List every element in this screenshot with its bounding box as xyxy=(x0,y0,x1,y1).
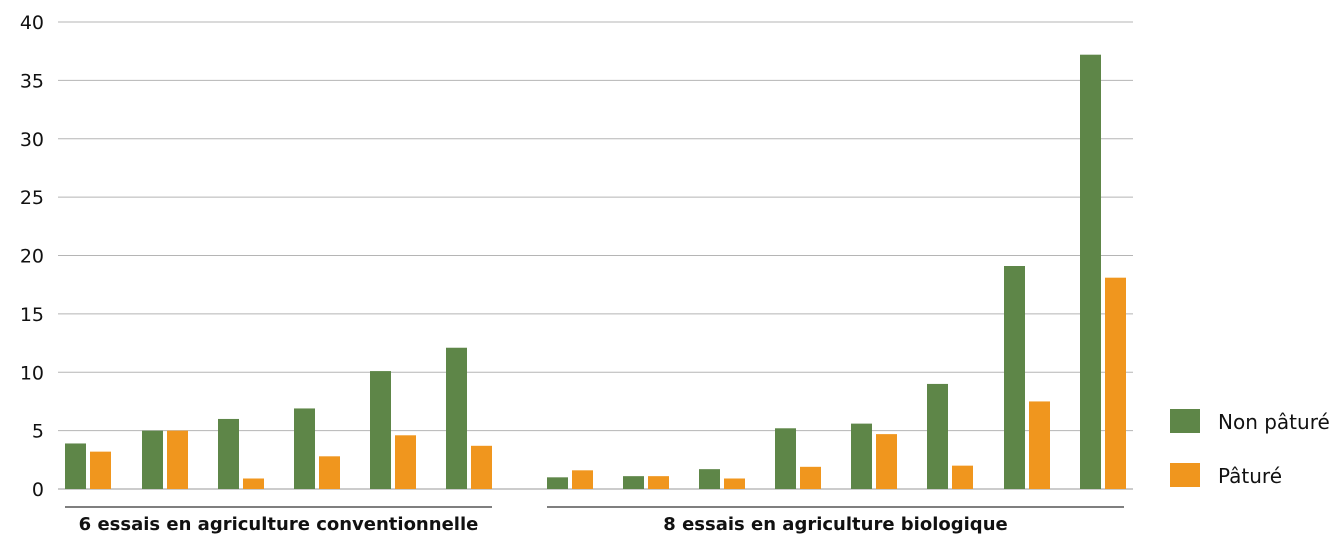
bar-pature xyxy=(724,478,745,489)
bar-non-pature xyxy=(65,443,86,489)
bar-non-pature xyxy=(218,418,239,489)
y-tick-label: 40 xyxy=(20,12,44,34)
bar-pature xyxy=(395,435,416,489)
bar-non-pature xyxy=(623,476,644,489)
bar-non-pature xyxy=(1080,54,1101,489)
y-tick-label: 10 xyxy=(20,362,44,384)
group-label: 8 essais en agriculture biologique xyxy=(663,514,1007,535)
bar-pature xyxy=(800,466,821,489)
bar-non-pature xyxy=(370,371,391,489)
group-label: 6 essais en agriculture conventionnelle xyxy=(79,514,479,535)
bar-pature xyxy=(1029,401,1050,489)
bar-pature xyxy=(952,465,973,489)
legend-label: Non pâturé xyxy=(1218,410,1329,434)
bar-non-pature xyxy=(927,383,948,489)
legend: Non pâturé Pâturé xyxy=(1170,409,1329,488)
bar-pature xyxy=(167,430,188,489)
y-tick-label: 5 xyxy=(32,421,44,443)
group-labels: 6 essais en agriculture conventionnelle 8… xyxy=(65,506,1124,535)
y-tick-label: 20 xyxy=(20,246,44,268)
y-tick-label: 0 xyxy=(32,479,44,501)
legend-swatch xyxy=(1170,463,1200,487)
bar-pature xyxy=(876,434,897,489)
bar-non-pature xyxy=(1004,266,1025,489)
bar-non-pature xyxy=(775,428,796,489)
bar-pature xyxy=(572,470,593,489)
bar-pature xyxy=(319,456,340,489)
bar-pature xyxy=(648,476,669,489)
bar-non-pature xyxy=(142,430,163,489)
y-tick-label: 25 xyxy=(20,187,44,209)
bar-non-pature xyxy=(851,423,872,489)
y-axis: 0 5 10 15 20 25 30 35 40 xyxy=(20,12,44,501)
bar-pature xyxy=(1105,277,1126,489)
bars xyxy=(65,54,1126,489)
bar-pature xyxy=(90,451,111,489)
bar-non-pature xyxy=(294,408,315,489)
y-tick-label: 35 xyxy=(20,70,44,92)
y-tick-label: 15 xyxy=(20,304,44,326)
legend-swatch xyxy=(1170,409,1200,433)
legend-label: Pâturé xyxy=(1218,464,1282,488)
bar-non-pature xyxy=(547,477,568,489)
bar-pature xyxy=(471,445,492,489)
bar-pature xyxy=(243,478,264,489)
bar-non-pature xyxy=(699,469,720,489)
y-tick-label: 30 xyxy=(20,129,44,151)
bar-non-pature xyxy=(446,347,467,489)
